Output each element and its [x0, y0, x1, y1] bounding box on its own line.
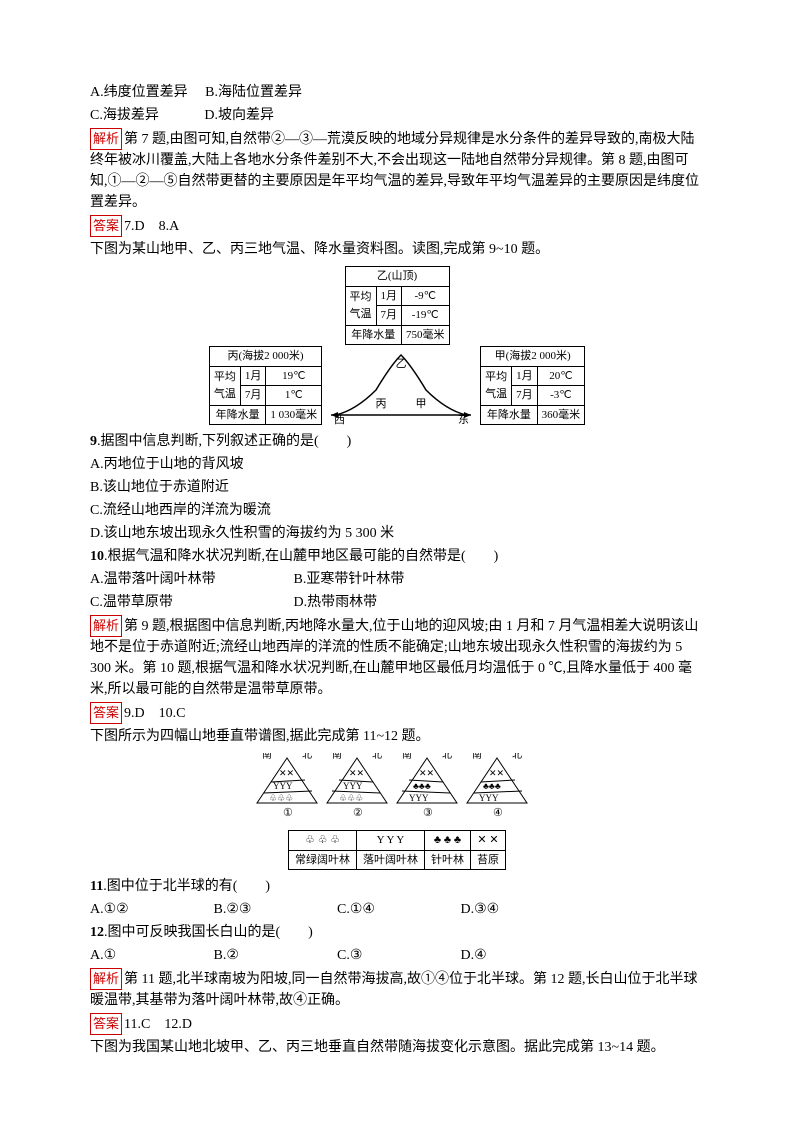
- svg-text:南: 南: [472, 753, 482, 761]
- svg-text:YYY: YYY: [343, 781, 363, 791]
- mountain-diagram: 乙(山顶) 平均气温1月-9℃ 7月-19℃ 年降水量750毫米 丙(海拔2 0…: [90, 266, 704, 425]
- answer-label: 答案: [90, 702, 122, 724]
- answer-text: 9.D 10.C: [124, 706, 185, 721]
- svg-text:南: 南: [402, 753, 412, 761]
- analysis-7-8: 解析第 7 题,由图可知,自然带②—③—荒漠反映的地域分异规律是水分条件的差异导…: [90, 128, 704, 213]
- analysis-label: 解析: [90, 128, 122, 150]
- svg-text:YYY: YYY: [479, 793, 499, 803]
- option-d: D.坡向差异: [204, 108, 274, 123]
- svg-text:♧♧♧: ♧♧♧: [339, 793, 363, 803]
- q10-cd: C.温带草原带 D.热带雨林带: [90, 592, 704, 613]
- svg-text:✕✕: ✕✕: [489, 768, 504, 778]
- analysis-label: 解析: [90, 615, 122, 637]
- analysis-text: 第 7 题,由图可知,自然带②—③—荒漠反映的地域分异规律是水分条件的差异导致的…: [90, 132, 699, 210]
- svg-text:✕✕: ✕✕: [279, 768, 294, 778]
- option-b: B.海陆位置差异: [205, 85, 302, 100]
- pyramids-svg: 南 北 ✕✕ YYY ♧♧♧ ① 南 北 ✕✕ YYY ♧♧♧ ② 南 北 ✕✕ ♣♣…: [247, 753, 547, 823]
- svg-text:①: ①: [283, 807, 293, 819]
- intro-11-12: 下图所示为四幅山地垂直带谱图,据此完成第 11~12 题。: [90, 726, 704, 747]
- svg-text:②: ②: [353, 807, 363, 819]
- option-line: A.纬度位置差异 B.海陆位置差异: [90, 82, 704, 103]
- bing-table: 丙(海拔2 000米) 平均气温1月19℃ 7月1℃ 年降水量1 030毫米: [209, 346, 322, 425]
- svg-text:南: 南: [262, 753, 272, 761]
- svg-text:④: ④: [493, 807, 503, 819]
- jia-table: 甲(海拔2 000米) 平均气温1月20℃ 7月-3℃ 年降水量360毫米: [480, 346, 585, 425]
- answer-9-10: 答案9.D 10.C: [90, 702, 704, 724]
- answer-label: 答案: [90, 215, 122, 237]
- q9-d: D.该山地东坡出现永久性积雪的海拔约为 5 300 米: [90, 523, 704, 544]
- answer-text: 11.C 12.D: [124, 1017, 192, 1032]
- option-line: C.海拔差异 D.坡向差异: [90, 105, 704, 126]
- q9-a: A.丙地位于山地的背风坡: [90, 454, 704, 475]
- svg-text:♧♧♧: ♧♧♧: [269, 793, 293, 803]
- answer-11-12: 答案11.C 12.D: [90, 1013, 704, 1035]
- legend-table: ♧ ♧ ♧Y Y Y♣ ♣ ♣✕ ✕ 常绿阔叶林落叶阔叶林针叶林苔原: [288, 830, 506, 870]
- svg-text:北: 北: [512, 753, 522, 761]
- pyramids-diagram: 南 北 ✕✕ YYY ♧♧♧ ① 南 北 ✕✕ YYY ♧♧♧ ② 南 北 ✕✕ ♣♣…: [90, 753, 704, 870]
- q9-b: B.该山地位于赤道附近: [90, 477, 704, 498]
- q10-ab: A.温带落叶阔叶林带 B.亚寒带针叶林带: [90, 569, 704, 590]
- svg-text:✕✕: ✕✕: [349, 768, 364, 778]
- analysis-text: 第 11 题,北半球南坡为阳坡,同一自然带海拔高,故①④位于北半球。第 12 题…: [90, 972, 698, 1008]
- svg-text:北: 北: [442, 753, 452, 761]
- option-c: C.海拔差异: [90, 108, 159, 123]
- mountain-shape: 乙 丙 甲 西 东: [326, 345, 476, 425]
- yi-table: 乙(山顶) 平均气温1月-9℃ 7月-19℃ 年降水量750毫米: [345, 266, 450, 345]
- svg-text:✕✕: ✕✕: [419, 768, 434, 778]
- svg-text:北: 北: [302, 753, 312, 761]
- q9: 9.据图中信息判断,下列叙述正确的是( ): [90, 431, 704, 452]
- svg-text:YYY: YYY: [273, 781, 293, 791]
- q11: 11.图中位于北半球的有( ): [90, 876, 704, 897]
- q12-options: A.① B.② C.③ D.④: [90, 945, 704, 966]
- intro-9-10: 下图为某山地甲、乙、丙三地气温、降水量资料图。读图,完成第 9~10 题。: [90, 239, 704, 260]
- svg-text:③: ③: [423, 807, 433, 819]
- answer-text: 7.D 8.A: [124, 219, 179, 234]
- analysis-11-12: 解析第 11 题,北半球南坡为阳坡,同一自然带海拔高,故①④位于北半球。第 12…: [90, 968, 704, 1011]
- svg-text:♣♣♣: ♣♣♣: [413, 781, 431, 791]
- jia-label: 甲: [416, 398, 427, 410]
- intro-13-14: 下图为我国某山地北坡甲、乙、丙三地垂直自然带随海拔变化示意图。据此完成第 13~…: [90, 1037, 704, 1058]
- q9-c: C.流经山地西岸的洋流为暖流: [90, 500, 704, 521]
- yi-label: 乙: [396, 357, 407, 370]
- option-a: A.纬度位置差异: [90, 85, 188, 100]
- q12: 12.图中可反映我国长白山的是( ): [90, 922, 704, 943]
- answer-7-8: 答案7.D 8.A: [90, 215, 704, 237]
- svg-text:YYY: YYY: [409, 793, 429, 803]
- answer-label: 答案: [90, 1013, 122, 1035]
- bing-label: 丙: [376, 398, 387, 410]
- svg-text:♣♣♣: ♣♣♣: [483, 781, 501, 791]
- svg-text:北: 北: [372, 753, 382, 761]
- analysis-label: 解析: [90, 968, 122, 990]
- q11-options: A.①② B.②③ C.①④ D.③④: [90, 899, 704, 920]
- q10: 10.根据气温和降水状况判断,在山麓甲地区最可能的自然带是( ): [90, 546, 704, 567]
- svg-text:南: 南: [332, 753, 342, 761]
- analysis-text: 第 9 题,根据图中信息判断,丙地降水量大,位于山地的迎风坡;由 1 月和 7 …: [90, 619, 698, 697]
- analysis-9-10: 解析第 9 题,根据图中信息判断,丙地降水量大,位于山地的迎风坡;由 1 月和 …: [90, 615, 704, 700]
